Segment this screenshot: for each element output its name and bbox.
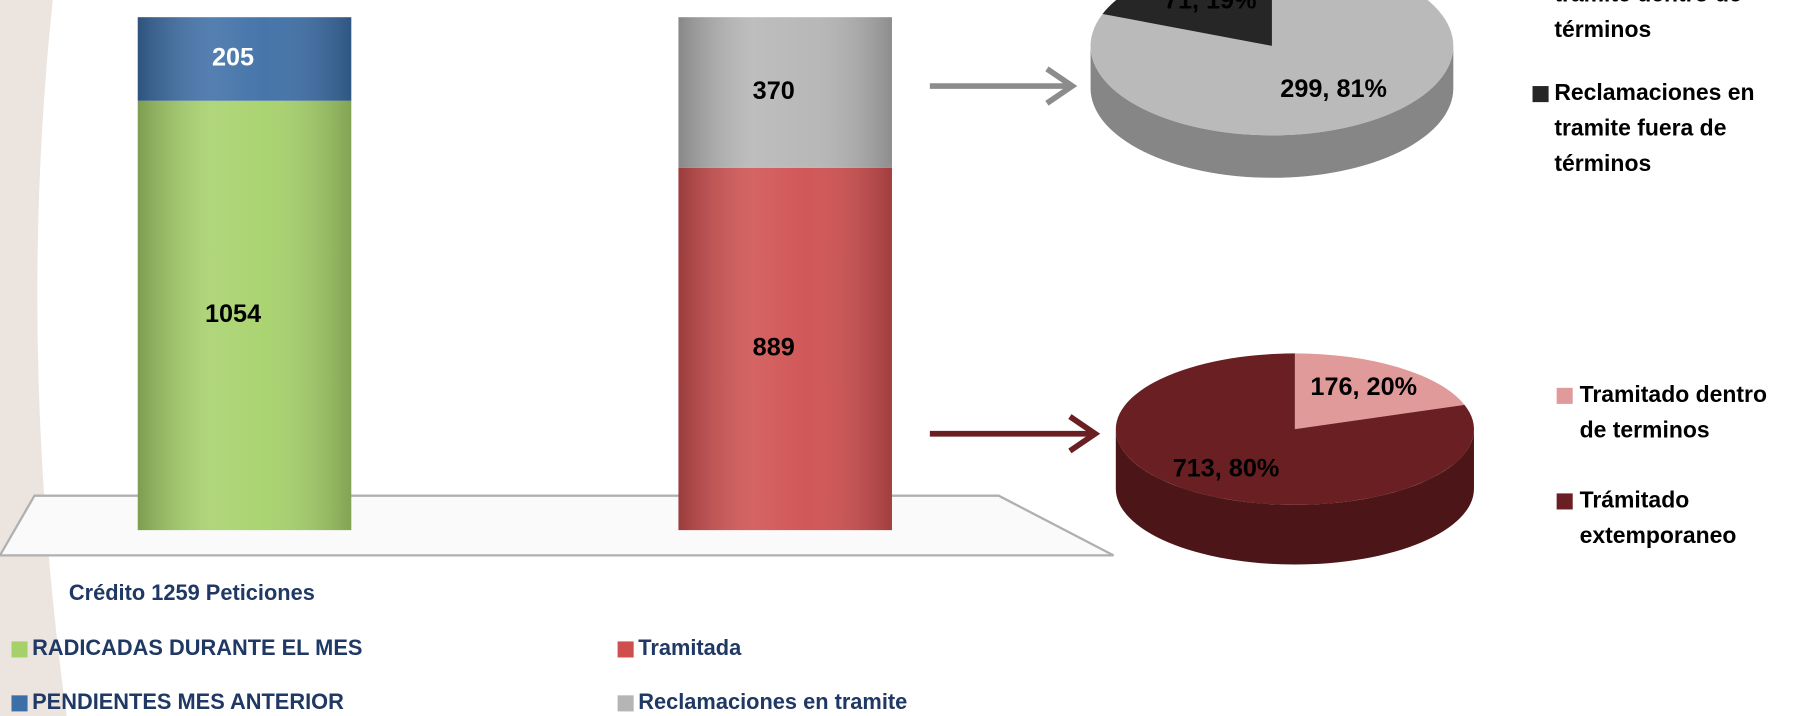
bar-chart-title: Crédito 1259 Peticiones (69, 580, 315, 605)
pie-value-label: 713, 80% (1173, 454, 1280, 482)
legend-label: Reclamaciones en tramite fuera de términos (1554, 79, 1754, 176)
pie-value-label: 299, 81% (1280, 75, 1387, 103)
legend-label: Tramitada (638, 635, 742, 660)
legend-label: Reclamaciones en tramite (638, 689, 907, 714)
legend-swatch (617, 641, 634, 658)
legend-label: PENDIENTES MES ANTERIOR (32, 689, 344, 714)
bar-value-label: 889 (753, 334, 795, 362)
legend-swatch (1556, 493, 1573, 510)
legend-label: RADICADAS DURANTE EL MES (32, 635, 362, 660)
pie-side (1090, 45, 1454, 178)
pie-side (1115, 429, 1474, 565)
bar-shading (678, 17, 892, 168)
bar-shading (137, 100, 352, 531)
bar-value-label: 205 (212, 44, 254, 72)
bar-shading (137, 17, 352, 101)
arrow-red (929, 414, 1101, 454)
pie-slice (1294, 353, 1465, 430)
pie-slice (1115, 353, 1474, 505)
pie-value-label: 71, 19% (1164, 0, 1257, 14)
legend-label: Trámitado extemporaneo (1580, 486, 1737, 548)
bar-shading (678, 167, 892, 531)
legend-swatch (11, 641, 28, 658)
legend-swatch (1556, 387, 1573, 404)
legend-swatch (11, 695, 28, 712)
bar-value-label: 370 (753, 77, 795, 105)
legend-label: Tramitado dentro de terminos (1580, 381, 1767, 443)
pie-slice (1102, 0, 1272, 46)
legend-swatch (617, 695, 634, 712)
pie-value-label: 176, 20% (1310, 373, 1417, 401)
pie-slice (1090, 0, 1454, 136)
bar-value-label: 1054 (205, 300, 261, 328)
arrow-gray (929, 66, 1078, 106)
background-strip (0, 0, 67, 716)
legend-swatch (1532, 86, 1549, 103)
